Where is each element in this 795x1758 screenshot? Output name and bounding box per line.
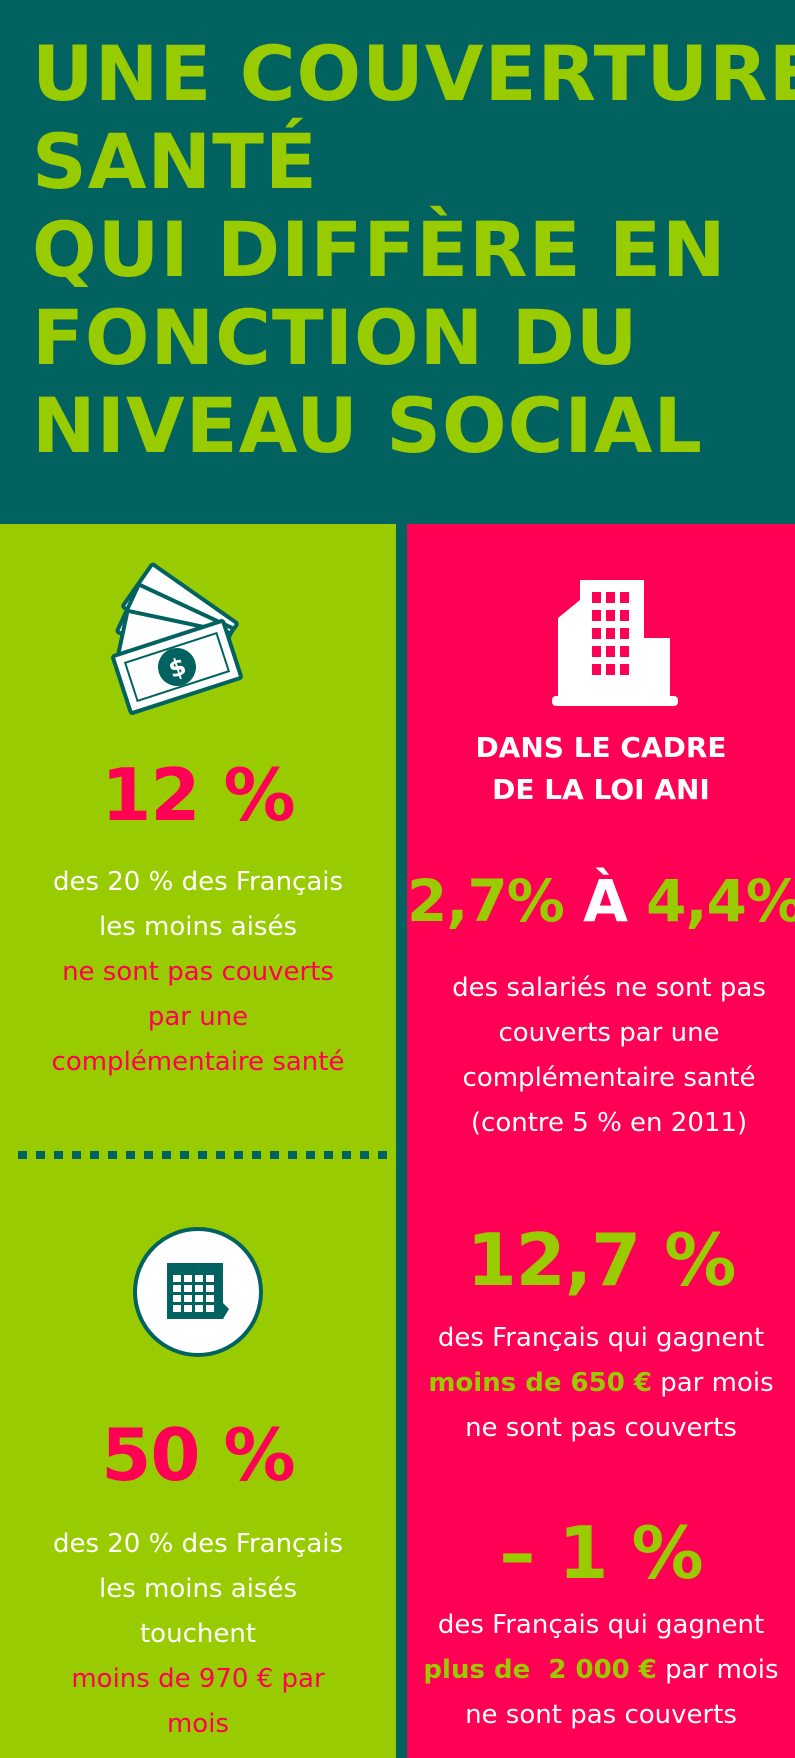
- left-stat2-line3: touchent: [139, 1619, 257, 1649]
- right-stat3-value: – 1 %: [499, 1511, 703, 1595]
- loi-ani-line1: DANS LE CADRE: [475, 731, 727, 764]
- right-stat2-line3: ne sont pas couverts: [465, 1413, 737, 1443]
- left-stat2-line4: moins de 970 € par: [71, 1664, 325, 1694]
- title-line-5: NIVEAU SOCIAL: [32, 381, 703, 470]
- dotted-separator: [18, 1151, 396, 1159]
- left-stat1-line2: les moins aisés: [98, 912, 298, 942]
- right-stat1-line3: complémentaire santé: [462, 1063, 756, 1093]
- header-banner: UNE COUVERTURE SANTÉ QUI DIFFÈRE EN FONC…: [0, 0, 795, 524]
- left-stat2-text: des 20 % des Français les moins aisés to…: [0, 1522, 396, 1747]
- left-stat2-line1: des 20 % des Français: [52, 1529, 344, 1559]
- right-stat1-value-b: 4,4%: [646, 867, 795, 935]
- left-stat1-line3: ne sont pas couverts: [62, 957, 334, 987]
- right-column: [407, 524, 795, 1758]
- right-stat1-line2: couverts par une: [498, 1018, 720, 1048]
- title-line-1: UNE COUVERTURE: [32, 29, 795, 118]
- right-stat1-value: 2,7% À 4,4%: [407, 866, 795, 936]
- building-icon: [552, 580, 678, 706]
- loi-ani-line2: DE LA LOI ANI: [492, 773, 710, 806]
- right-stat2-text: des Français qui gagnent moins de 650 € …: [407, 1316, 795, 1451]
- right-stat3-text: des Français qui gagnent plus de 2 000 €…: [407, 1603, 795, 1738]
- left-stat1-line4: par une: [147, 1002, 249, 1032]
- right-stat1-line1: des salariés ne sont pas: [452, 973, 766, 1003]
- left-stat2-value: 50 %: [101, 1413, 295, 1497]
- right-stat3-line1: des Français qui gagnent: [437, 1610, 765, 1640]
- right-stat2-highlight: moins de 650 €: [428, 1368, 652, 1398]
- left-stat1-text: des 20 % des Français les moins aisés ne…: [0, 860, 396, 1085]
- calendar-icon-circle: [133, 1227, 263, 1357]
- calendar-icon: [167, 1263, 229, 1319]
- title-line-2: SANTÉ: [32, 117, 318, 206]
- left-stat1-line1: des 20 % des Français: [52, 867, 344, 897]
- left-column: [0, 524, 396, 1758]
- right-stat2-line2-rest: par mois: [651, 1368, 774, 1398]
- right-stat3-highlight: plus de 2 000 €: [423, 1655, 657, 1685]
- left-stat2-line2: les moins aisés: [98, 1574, 298, 1604]
- right-stat3-line3: ne sont pas couverts: [465, 1700, 737, 1730]
- column-divider: [396, 524, 407, 1758]
- right-stat3-line2: plus de 2 000 € par mois: [407, 1648, 795, 1693]
- right-stat1-line4: (contre 5 % en 2011): [470, 1108, 748, 1138]
- right-stat1-value-a: 2,7%: [407, 867, 565, 935]
- right-stat2-line1: des Français qui gagnent: [437, 1323, 765, 1353]
- left-stat1-value: 12 %: [101, 753, 295, 837]
- right-stat3-line2-rest: par mois: [656, 1655, 779, 1685]
- title-line-4: FONCTION DU: [32, 293, 639, 382]
- loi-ani-heading: DANS LE CADRE DE LA LOI ANI: [407, 727, 795, 811]
- left-stat2-line5: mois: [166, 1709, 229, 1739]
- right-stat1-value-sep: À: [583, 867, 628, 935]
- money-bills-icon: $: [111, 562, 243, 715]
- left-stat1-line5: complémentaire santé: [51, 1047, 345, 1077]
- right-stat2-value: 12,7 %: [466, 1218, 737, 1302]
- title-line-3: QUI DIFFÈRE EN: [32, 205, 727, 294]
- right-stat1-text: des salariés ne sont pas couverts par un…: [415, 966, 795, 1146]
- right-stat2-line2: moins de 650 € par mois: [407, 1361, 795, 1406]
